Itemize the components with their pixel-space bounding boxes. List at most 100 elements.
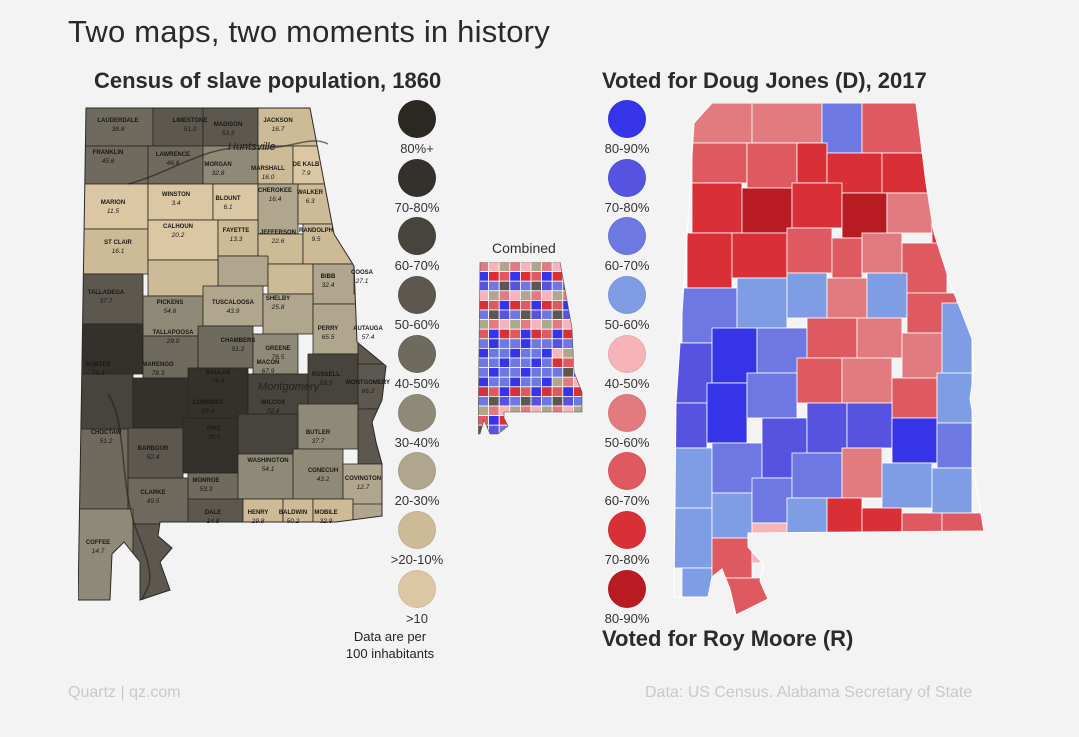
county-shape [806,402,848,454]
county-shape [530,415,543,426]
county-shape [478,367,490,378]
chart-title: Two maps, two moments in history [68,14,550,49]
county-shape [551,328,564,340]
county-shape [562,357,574,369]
county-shape [257,108,339,147]
county-name-label: CONECUH [308,468,338,474]
county-shape [520,300,532,311]
county-shape [541,357,553,369]
county-shape [796,142,828,184]
county-shape [530,376,543,388]
county-shape [562,424,574,434]
county-shape [861,507,903,534]
county-name-label: MONROE [193,478,220,484]
county-shape [257,183,299,235]
county-shape [488,424,500,434]
county-shape [881,462,933,509]
county-shape [562,271,574,282]
county-shape [731,232,788,279]
county-shape [541,395,553,407]
legend-swatch [608,100,646,138]
county-shape [509,300,521,311]
county-name-label: BALDWIN [279,510,307,516]
county-name-label: MACON [257,360,280,366]
county-shape [562,386,574,397]
county-shape [488,376,500,388]
left-map-title: Census of slave population, 1860 [94,68,442,93]
county-shape [530,271,543,282]
legend-label: 80-90% [604,610,650,626]
county-shape [530,338,543,349]
county-name-label: TALLADEGA [88,290,125,296]
county-shape [488,348,500,359]
county-value-label: 49.5 [147,498,160,505]
county-value-label: 76.8 [212,378,225,385]
county-shape [202,108,259,147]
county-value-label: 3.4 [171,200,180,207]
county-shape [312,303,359,355]
legend-swatch [608,510,646,549]
county-name-label: MADISON [214,122,242,128]
right-map-bottom-title: Voted for Roy Moore (R) [602,626,854,651]
county-shape [941,302,973,374]
county-name-label: FRANKLIN [93,150,124,156]
county-value-label: 11.5 [107,208,120,215]
county-shape [127,427,184,479]
legend-label: 40-50% [604,375,650,391]
county-value-label: 46.6 [167,160,180,167]
county-value-label: 14.8 [207,518,220,525]
county-shape [488,357,500,369]
county-name-label: TUSCALOOSA [212,300,255,306]
data-note-line-2: 100 inhabitants [345,646,435,661]
county-value-label: 25.8 [271,304,285,311]
county-shape [681,567,713,614]
county-shape [488,319,500,330]
county-name-label: LIMESTONE [173,118,208,124]
county-name-label: LOWNDES [193,400,224,406]
county-shape [541,328,553,340]
legend-swatch [608,217,646,256]
county-value-label: 29.0 [166,338,180,345]
county-shape [142,295,204,337]
county-value-label: 45.6 [102,158,115,165]
county-shape [212,183,259,221]
county-shape [541,376,553,388]
county-shape [478,395,490,407]
county-value-label: 78.3 [152,370,165,377]
county-shape [520,386,532,397]
county-shape [736,277,788,329]
county-shape [711,492,753,539]
county-value-label: 65.5 [322,334,335,341]
county-shape [498,348,511,359]
county-value-label: 50.2 [287,518,300,525]
county-shape [866,272,908,319]
county-shape [509,262,521,273]
county-shape [488,328,500,340]
county-shape [530,262,543,273]
county-shape [488,271,500,282]
county-shape [520,395,532,407]
county-value-label: 16.1 [112,248,125,255]
county-shape [562,348,574,359]
legend-label: 40-50% [394,375,440,391]
county-name-label: WALKER [297,190,324,196]
county-shape [520,271,532,282]
combined-map [478,262,583,435]
legend-swatch [608,276,646,315]
county-shape [562,328,574,340]
county-shape [488,300,500,311]
county-shape [891,377,938,419]
county-shape [530,348,543,359]
county-shape [826,497,863,534]
county-shape [520,348,532,359]
county-shape [741,187,793,234]
county-shape [488,338,500,349]
legend-swatch [398,334,436,373]
county-shape [751,477,793,524]
county-shape [530,357,543,369]
slave-population-map: LAUDERDALE 38.8 LIMESTONE 51.0 MADISON 53.3 JA… [78,107,390,601]
county-shape [796,357,843,404]
county-shape [706,382,748,444]
county-value-label: 37.7 [312,438,325,445]
county-name-label: AUTAUGA [353,326,383,332]
